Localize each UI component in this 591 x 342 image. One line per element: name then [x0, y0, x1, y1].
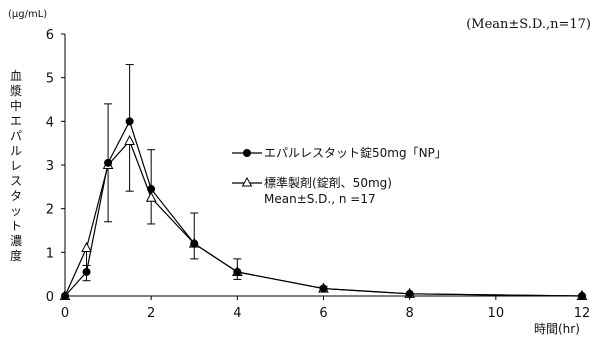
data-point-ref — [145, 191, 157, 202]
data-point-np — [104, 158, 113, 167]
y-axis-unit: (μg/mL) — [8, 9, 47, 20]
data-point-np — [319, 284, 328, 293]
data-point-np — [190, 239, 199, 248]
data-point-np — [125, 117, 134, 126]
series-markers — [59, 117, 588, 300]
legend-marker-np — [243, 149, 251, 157]
legend-label-ref: 標準製剤(錠剤、50mg) — [264, 175, 392, 190]
x-tick-label: 0 — [61, 306, 69, 321]
x-tick-label: 4 — [233, 306, 241, 321]
data-point-np — [82, 267, 91, 276]
legend-marker-ref — [241, 176, 253, 187]
legend: エパルレスタット錠50mg「NP」 標準製剤(錠剤、50mg) Mean±S.D… — [232, 145, 447, 206]
chart-caption: (Mean±S.D.,n=17) — [466, 17, 591, 32]
y-tick-label: 4 — [46, 115, 54, 130]
y-tick-label: 2 — [46, 203, 54, 218]
y-tick-label: 5 — [46, 72, 54, 87]
data-point-ref — [124, 134, 135, 145]
x-tick-label: 12 — [574, 306, 591, 321]
x-tick-label: 10 — [488, 306, 505, 321]
error-bars — [82, 64, 414, 296]
y-tick-label: 6 — [46, 28, 54, 43]
x-axis-label: 時間(hr) — [534, 322, 580, 336]
series-line-ref — [64, 139, 583, 297]
x-tick-label: 8 — [406, 306, 414, 321]
data-point-ref — [81, 241, 92, 252]
y-axis-label: 血漿中エパルレスタット濃度 — [10, 69, 22, 263]
x-tick-label: 2 — [147, 306, 155, 321]
legend-label-np: エパルレスタット錠50mg「NP」 — [264, 145, 447, 160]
data-point-np — [233, 267, 242, 276]
y-tick-label: 3 — [46, 159, 54, 174]
data-point-np — [61, 292, 69, 300]
series-lines — [64, 119, 583, 297]
data-point-np — [405, 289, 414, 298]
x-tick-label: 6 — [319, 306, 327, 321]
y-tick-label: 0 — [46, 290, 54, 305]
data-point-np — [147, 185, 156, 194]
data-point-np — [578, 292, 586, 300]
legend-label-ref-stats: Mean±S.D., n =17 — [264, 192, 376, 206]
y-tick-label: 1 — [46, 246, 54, 261]
